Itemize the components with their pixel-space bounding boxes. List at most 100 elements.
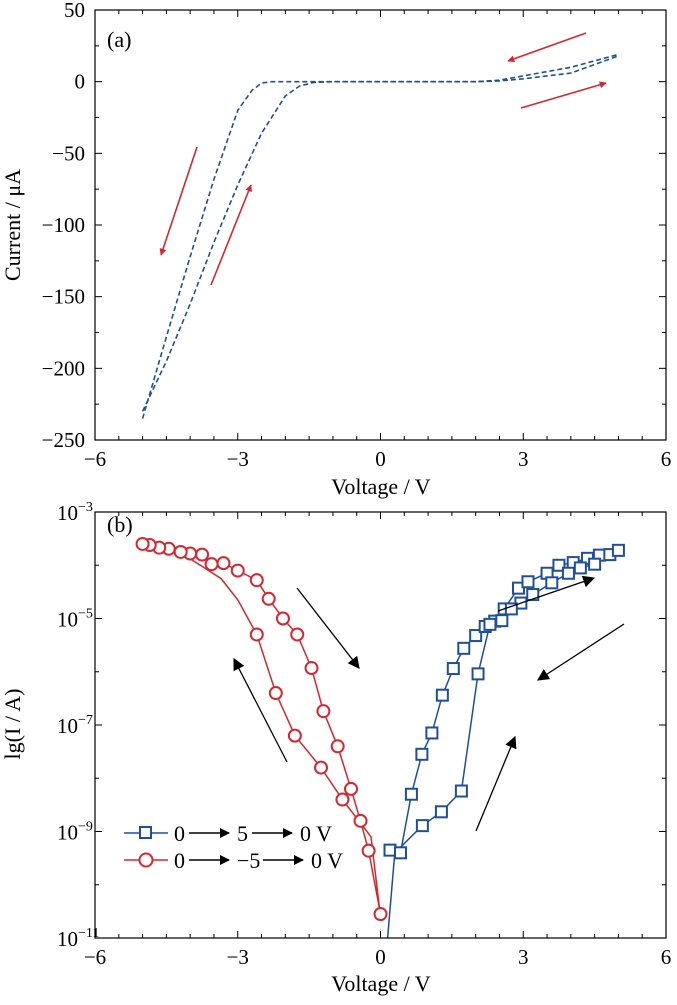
current-curve-2 bbox=[141, 55, 619, 412]
marker-square bbox=[545, 576, 559, 590]
marker-circle bbox=[249, 573, 264, 588]
legend-marker-circle bbox=[138, 852, 154, 868]
marker-circle bbox=[304, 661, 319, 676]
arrow-blue-branch-up bbox=[475, 735, 517, 832]
y-tick-label-a: 0 bbox=[75, 70, 86, 94]
arrow-upper-right-left bbox=[507, 32, 587, 63]
marker-circle bbox=[361, 843, 376, 858]
marker-circle bbox=[314, 760, 329, 775]
marker-circle bbox=[373, 907, 388, 922]
panel-label-b: (b) bbox=[107, 512, 133, 537]
x-tick-label-b: 6 bbox=[661, 945, 672, 969]
marker-square bbox=[446, 662, 460, 676]
y-tick-label-a: −250 bbox=[42, 428, 85, 452]
marker-circle bbox=[173, 544, 188, 559]
marker-square bbox=[483, 617, 497, 631]
current-curves bbox=[141, 53, 619, 419]
x-axis-title-a: Voltage / V bbox=[331, 474, 431, 499]
marker-square bbox=[552, 558, 566, 572]
marker-circle bbox=[268, 686, 283, 701]
arrow-left-down bbox=[159, 146, 198, 256]
marker-square bbox=[521, 575, 535, 589]
x-tick-label-a: 0 bbox=[375, 447, 386, 471]
x-tick-label-b: −3 bbox=[227, 945, 249, 969]
x-tick-label-b: −6 bbox=[84, 945, 106, 969]
marker-square bbox=[588, 557, 602, 571]
marker-square bbox=[425, 726, 439, 740]
marker-square bbox=[404, 787, 418, 801]
sweep-direction-arrows bbox=[159, 32, 607, 286]
panel-a: −6 −3 0 3 6 50 0 −50 −100 −150 −200 −250 (a) Voltag… bbox=[0, 0, 671, 499]
marker-circle bbox=[343, 781, 358, 796]
marker-circle bbox=[290, 627, 305, 642]
marker-circle bbox=[216, 556, 231, 571]
plot-frame-b bbox=[94, 511, 667, 939]
y-tick-label-b: 10−5 bbox=[57, 607, 93, 632]
marker-circle bbox=[230, 563, 245, 578]
legend-entry-red: 0 −5 0 V bbox=[124, 848, 343, 873]
x-tick-label-a: −3 bbox=[227, 447, 249, 471]
marker-square bbox=[415, 819, 429, 833]
arrow-red-branch-up bbox=[233, 657, 288, 763]
x-tick-label-b: 3 bbox=[518, 945, 529, 969]
y-tick-label-b: 10−7 bbox=[57, 713, 93, 738]
marker-square bbox=[611, 543, 625, 557]
legend-marker-square bbox=[139, 826, 152, 839]
x-tick-label-b: 0 bbox=[375, 945, 386, 969]
y-axis-title-b: lg(I / A) bbox=[0, 689, 25, 760]
y-tick-label-a: −150 bbox=[42, 285, 85, 309]
y-tick-label-a: 50 bbox=[64, 0, 85, 22]
panel-label-a: (a) bbox=[107, 27, 131, 52]
y-axis-title-a: Current / μA bbox=[0, 169, 25, 281]
marker-circle bbox=[261, 591, 276, 606]
marker-circle bbox=[204, 557, 219, 572]
axes-b: −6 −3 0 3 6 10−3 10−5 10−7 10−9 10−11 bbox=[57, 500, 671, 969]
marker-circle bbox=[353, 813, 368, 828]
marker-square bbox=[526, 588, 540, 602]
marker-square bbox=[495, 614, 509, 628]
marker-circle bbox=[249, 627, 264, 642]
marker-square bbox=[573, 561, 587, 575]
marker-circle bbox=[335, 792, 350, 807]
arrow-lower-right-right bbox=[520, 81, 607, 109]
marker-square bbox=[415, 747, 429, 761]
plot-frame-a bbox=[94, 9, 667, 441]
x-tick-label-a: 6 bbox=[661, 447, 672, 471]
marker-circle bbox=[135, 536, 150, 551]
panel-b: −6 −3 0 3 6 10−3 10−5 10−7 10−9 10−11 (b) Voltage… bbox=[0, 500, 671, 996]
sweep-direction-arrows-b bbox=[233, 575, 625, 832]
x-axis-title-b: Voltage / V bbox=[331, 971, 431, 996]
marker-square bbox=[434, 805, 448, 819]
y-tick-label-b: 10−3 bbox=[57, 500, 93, 525]
arrow-red-branch-down bbox=[296, 587, 360, 669]
marker-square bbox=[471, 667, 485, 681]
y-tick-label-b: 10−11 bbox=[57, 926, 99, 951]
y-tick-label-a: −50 bbox=[52, 141, 85, 165]
y-tick-label-a: −100 bbox=[42, 213, 85, 237]
axes-a: −6 −3 0 3 6 50 0 −50 −100 −150 −200 −250 bbox=[42, 0, 672, 471]
log-current-curves bbox=[135, 536, 625, 939]
arrow-left-up bbox=[210, 184, 252, 286]
marker-square bbox=[469, 629, 483, 643]
marker-square bbox=[435, 688, 449, 702]
y-tick-label-a: −200 bbox=[42, 356, 85, 380]
current-curve-1 bbox=[141, 53, 619, 419]
marker-circle bbox=[330, 739, 345, 754]
marker-square bbox=[383, 843, 397, 857]
arrow-blue-branch-down-left bbox=[536, 623, 625, 681]
marker-circle bbox=[275, 611, 290, 626]
legend-text-red: 0 −5 0 V bbox=[174, 848, 343, 873]
marker-square bbox=[457, 641, 471, 655]
y-tick-label-b: 10−9 bbox=[57, 820, 93, 845]
marker-square bbox=[561, 566, 575, 580]
marker-circle bbox=[195, 547, 210, 562]
x-tick-label-a: −6 bbox=[84, 447, 106, 471]
marker-square bbox=[393, 846, 407, 860]
marker-square bbox=[454, 784, 468, 798]
marker-circle bbox=[287, 728, 302, 743]
marker-circle bbox=[316, 704, 331, 719]
